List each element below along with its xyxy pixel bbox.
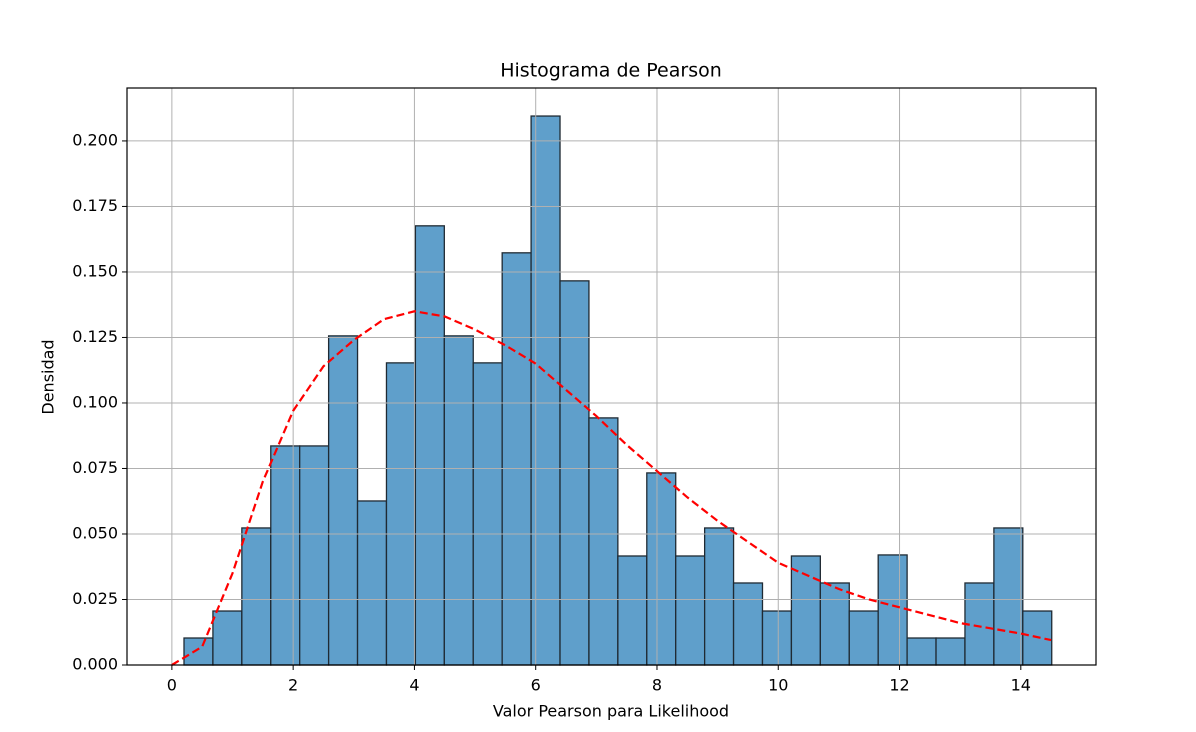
bar (761, 610, 793, 666)
bar (443, 335, 474, 666)
bar (327, 335, 359, 666)
x-tick-label: 8 (652, 676, 662, 695)
x-tick-label: 12 (889, 676, 909, 695)
y-tick-label: 0.025 (72, 589, 118, 608)
x-tick-label: 0 (167, 676, 177, 695)
bar (848, 610, 879, 666)
y-tick-label: 0.050 (72, 523, 118, 542)
bar (385, 362, 417, 666)
bar (559, 280, 590, 666)
fit-curve (171, 310, 1052, 666)
bar (819, 582, 850, 666)
x-tick-label: 2 (288, 676, 298, 695)
bar (617, 555, 648, 666)
bar (241, 527, 272, 666)
bar (993, 527, 1024, 666)
bar (646, 472, 677, 666)
bar (501, 252, 532, 666)
x-tick-label: 4 (409, 676, 419, 695)
y-tick-label: 0.175 (72, 196, 118, 215)
bar (877, 554, 908, 666)
bar (472, 362, 503, 666)
x-tick-label: 6 (531, 676, 541, 695)
bar (703, 527, 735, 666)
bar (270, 445, 301, 666)
y-tick-label: 0.150 (72, 261, 118, 280)
y-tick-label: 0.200 (72, 130, 118, 149)
bar (790, 555, 821, 666)
y-tick-label: 0.075 (72, 458, 118, 477)
bar (183, 637, 214, 666)
x-tick-label: 10 (768, 676, 788, 695)
bar (906, 637, 937, 666)
plot-frame (126, 87, 1097, 666)
bar (675, 555, 706, 666)
bar (588, 417, 619, 666)
bar (212, 610, 243, 666)
y-tick-label: 0.125 (72, 327, 118, 346)
bar (414, 225, 445, 666)
y-tick-label: 0.100 (72, 392, 118, 411)
bar (935, 637, 966, 666)
x-tick-label: 14 (1011, 676, 1031, 695)
x-axis-label: Valor Pearson para Likelihood (493, 702, 729, 721)
chart-title: Histograma de Pearson (500, 60, 722, 82)
bar (356, 500, 388, 666)
y-axis-label: Densidad (39, 339, 58, 414)
y-tick-label: 0.000 (72, 655, 118, 674)
bar (732, 582, 764, 666)
bar (299, 445, 330, 666)
